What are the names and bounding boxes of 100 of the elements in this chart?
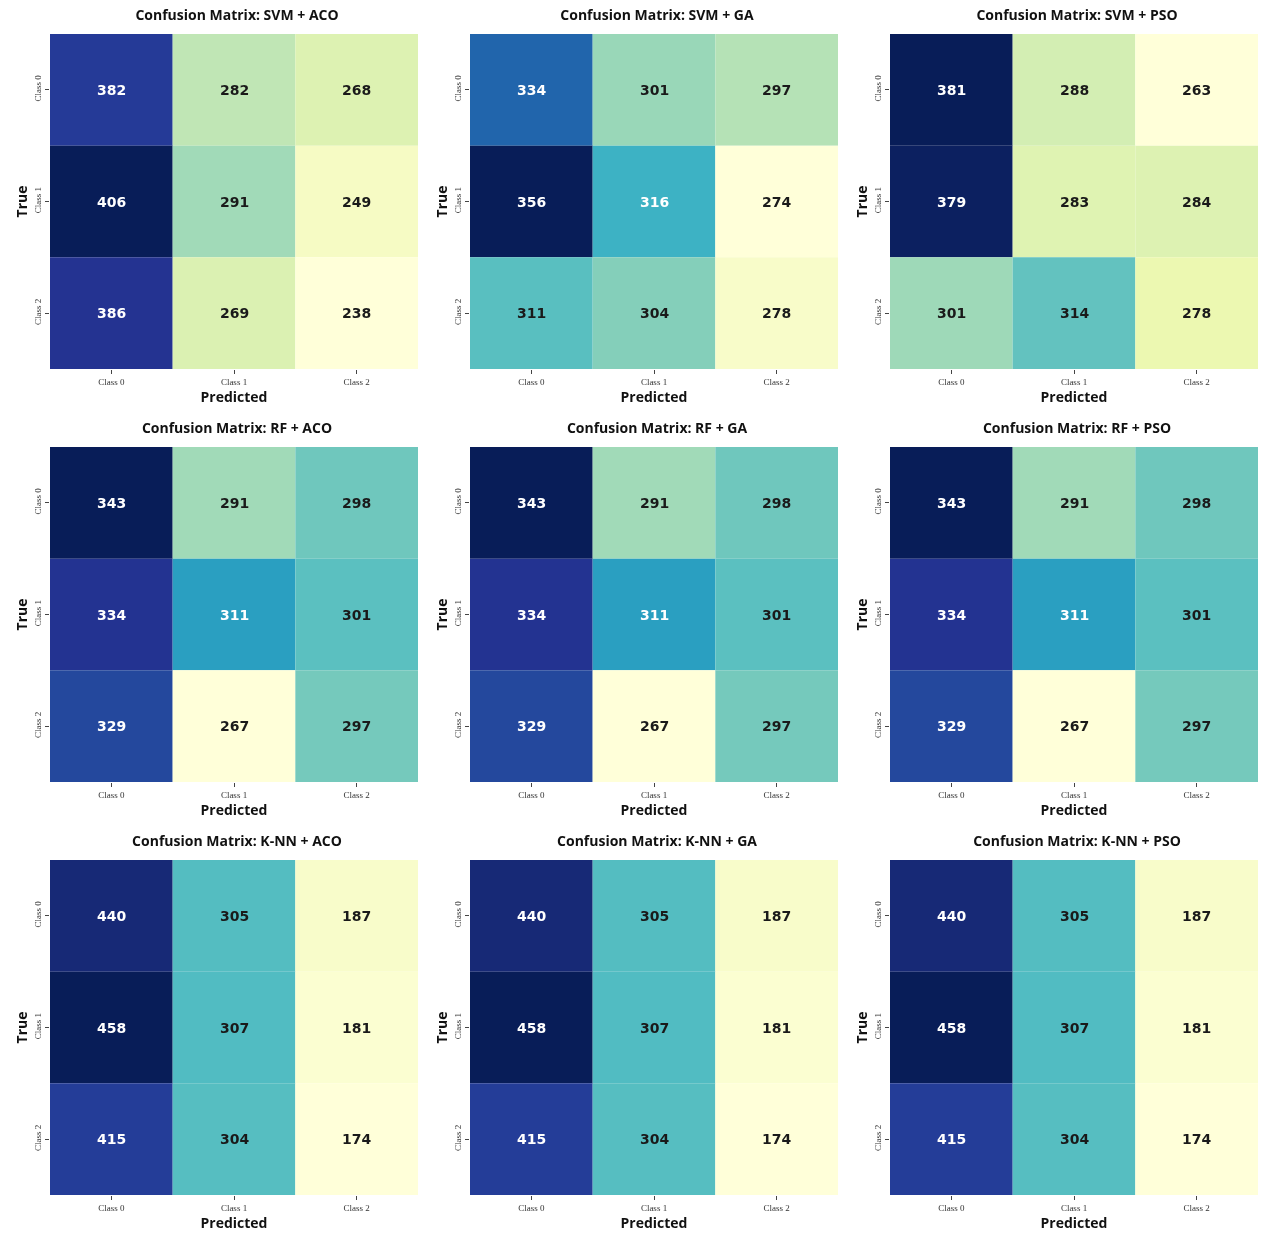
chart-title: Confusion Matrix: SVM + ACO — [135, 4, 339, 24]
data-label: 343 — [97, 495, 127, 511]
x-tick-label: Class 2 — [343, 789, 370, 800]
data-label: 415 — [97, 1131, 127, 1147]
x-axis-title: Predicted — [200, 386, 268, 406]
y-tick-label: Class 0 — [873, 74, 884, 102]
data-label: 381 — [937, 82, 967, 98]
data-label: 305 — [640, 908, 670, 924]
data-label: 267 — [1060, 718, 1090, 734]
x-tick-label: Class 2 — [1183, 376, 1210, 387]
x-tick-label: Class 2 — [1183, 1202, 1210, 1213]
y-tick-label: Class 1 — [33, 187, 44, 214]
data-label: 382 — [97, 82, 127, 98]
data-label: 298 — [1182, 495, 1212, 511]
y-axis-title: True — [852, 598, 871, 631]
data-label: 187 — [1182, 908, 1212, 924]
y-axis-title: True — [12, 1011, 31, 1044]
y-tick-label: Class 2 — [33, 298, 44, 325]
x-tick-label: Class 0 — [98, 1202, 125, 1213]
data-label: 174 — [342, 1131, 372, 1147]
data-label: 291 — [1060, 495, 1090, 511]
x-tick-label: Class 0 — [98, 376, 125, 387]
data-label: 288 — [1060, 82, 1090, 98]
x-tick-label: Class 0 — [938, 1202, 965, 1213]
chart-title: Confusion Matrix: K-NN + PSO — [973, 830, 1181, 850]
data-label: 267 — [640, 718, 670, 734]
data-label: 311 — [1060, 607, 1090, 623]
data-label: 440 — [937, 908, 967, 924]
data-label: 301 — [640, 82, 670, 98]
data-label: 307 — [640, 1020, 670, 1036]
chart-title: Confusion Matrix: RF + ACO — [141, 417, 333, 437]
x-tick-label: Class 1 — [640, 376, 668, 387]
x-tick-label: Class 1 — [220, 789, 248, 800]
x-axis-title: Predicted — [620, 386, 688, 406]
data-label: 304 — [640, 1131, 670, 1147]
chart-title: Confusion Matrix: RF + GA — [566, 417, 748, 437]
chart-title: Confusion Matrix: SVM + PSO — [976, 4, 1178, 24]
y-axis-title: True — [852, 1011, 871, 1044]
data-label: 238 — [342, 305, 372, 321]
x-axis-title: Predicted — [620, 1212, 688, 1232]
x-tick-label: Class 2 — [1183, 789, 1210, 800]
data-label: 334 — [517, 607, 547, 623]
data-label: 297 — [342, 718, 372, 734]
data-label: 291 — [220, 194, 250, 210]
y-tick-label: Class 0 — [33, 900, 44, 928]
data-label: 291 — [220, 495, 250, 511]
data-label: 329 — [97, 718, 127, 734]
y-tick-label: Class 2 — [33, 1124, 44, 1151]
data-label: 174 — [762, 1131, 792, 1147]
y-tick-label: Class 1 — [453, 1013, 464, 1040]
data-label: 181 — [1182, 1020, 1212, 1036]
y-tick-label: Class 1 — [33, 1013, 44, 1040]
y-tick-label: Class 1 — [873, 600, 884, 627]
data-label: 311 — [517, 305, 547, 321]
y-tick-label: Class 2 — [873, 711, 884, 738]
x-tick-label: Class 2 — [343, 376, 370, 387]
data-label: 301 — [1182, 607, 1212, 623]
data-label: 343 — [937, 495, 967, 511]
data-label: 268 — [342, 82, 372, 98]
data-label: 304 — [1060, 1131, 1090, 1147]
y-axis-title: True — [432, 185, 451, 218]
data-label: 304 — [640, 305, 670, 321]
data-label: 298 — [342, 495, 372, 511]
x-axis-title: Predicted — [1040, 1212, 1108, 1232]
data-label: 282 — [220, 82, 250, 98]
y-tick-label: Class 2 — [33, 711, 44, 738]
y-tick-label: Class 2 — [453, 711, 464, 738]
data-label: 314 — [1060, 305, 1090, 321]
data-label: 440 — [517, 908, 547, 924]
data-label: 334 — [937, 607, 967, 623]
y-tick-label: Class 0 — [873, 487, 884, 515]
data-label: 187 — [762, 908, 792, 924]
data-label: 304 — [220, 1131, 250, 1147]
data-label: 291 — [640, 495, 670, 511]
y-tick-label: Class 2 — [873, 298, 884, 325]
x-tick-label: Class 2 — [763, 376, 790, 387]
y-tick-label: Class 0 — [453, 487, 464, 515]
y-tick-label: Class 1 — [453, 600, 464, 627]
data-label: 356 — [517, 194, 547, 210]
data-label: 301 — [937, 305, 967, 321]
chart-title: Confusion Matrix: K-NN + GA — [557, 830, 758, 850]
data-label: 301 — [762, 607, 792, 623]
data-label: 307 — [220, 1020, 250, 1036]
y-axis-title: True — [852, 185, 871, 218]
x-axis-title: Predicted — [1040, 386, 1108, 406]
data-label: 297 — [1182, 718, 1212, 734]
x-tick-label: Class 2 — [763, 789, 790, 800]
y-tick-label: Class 2 — [873, 1124, 884, 1151]
x-tick-label: Class 2 — [763, 1202, 790, 1213]
x-axis-title: Predicted — [200, 1212, 268, 1232]
data-label: 181 — [342, 1020, 372, 1036]
x-tick-label: Class 0 — [938, 789, 965, 800]
data-label: 406 — [97, 194, 127, 210]
data-label: 334 — [517, 82, 547, 98]
x-axis-title: Predicted — [200, 799, 268, 819]
x-tick-label: Class 1 — [1060, 1202, 1088, 1213]
data-label: 267 — [220, 718, 250, 734]
y-tick-label: Class 0 — [453, 74, 464, 102]
y-tick-label: Class 0 — [33, 74, 44, 102]
data-label: 283 — [1060, 194, 1090, 210]
